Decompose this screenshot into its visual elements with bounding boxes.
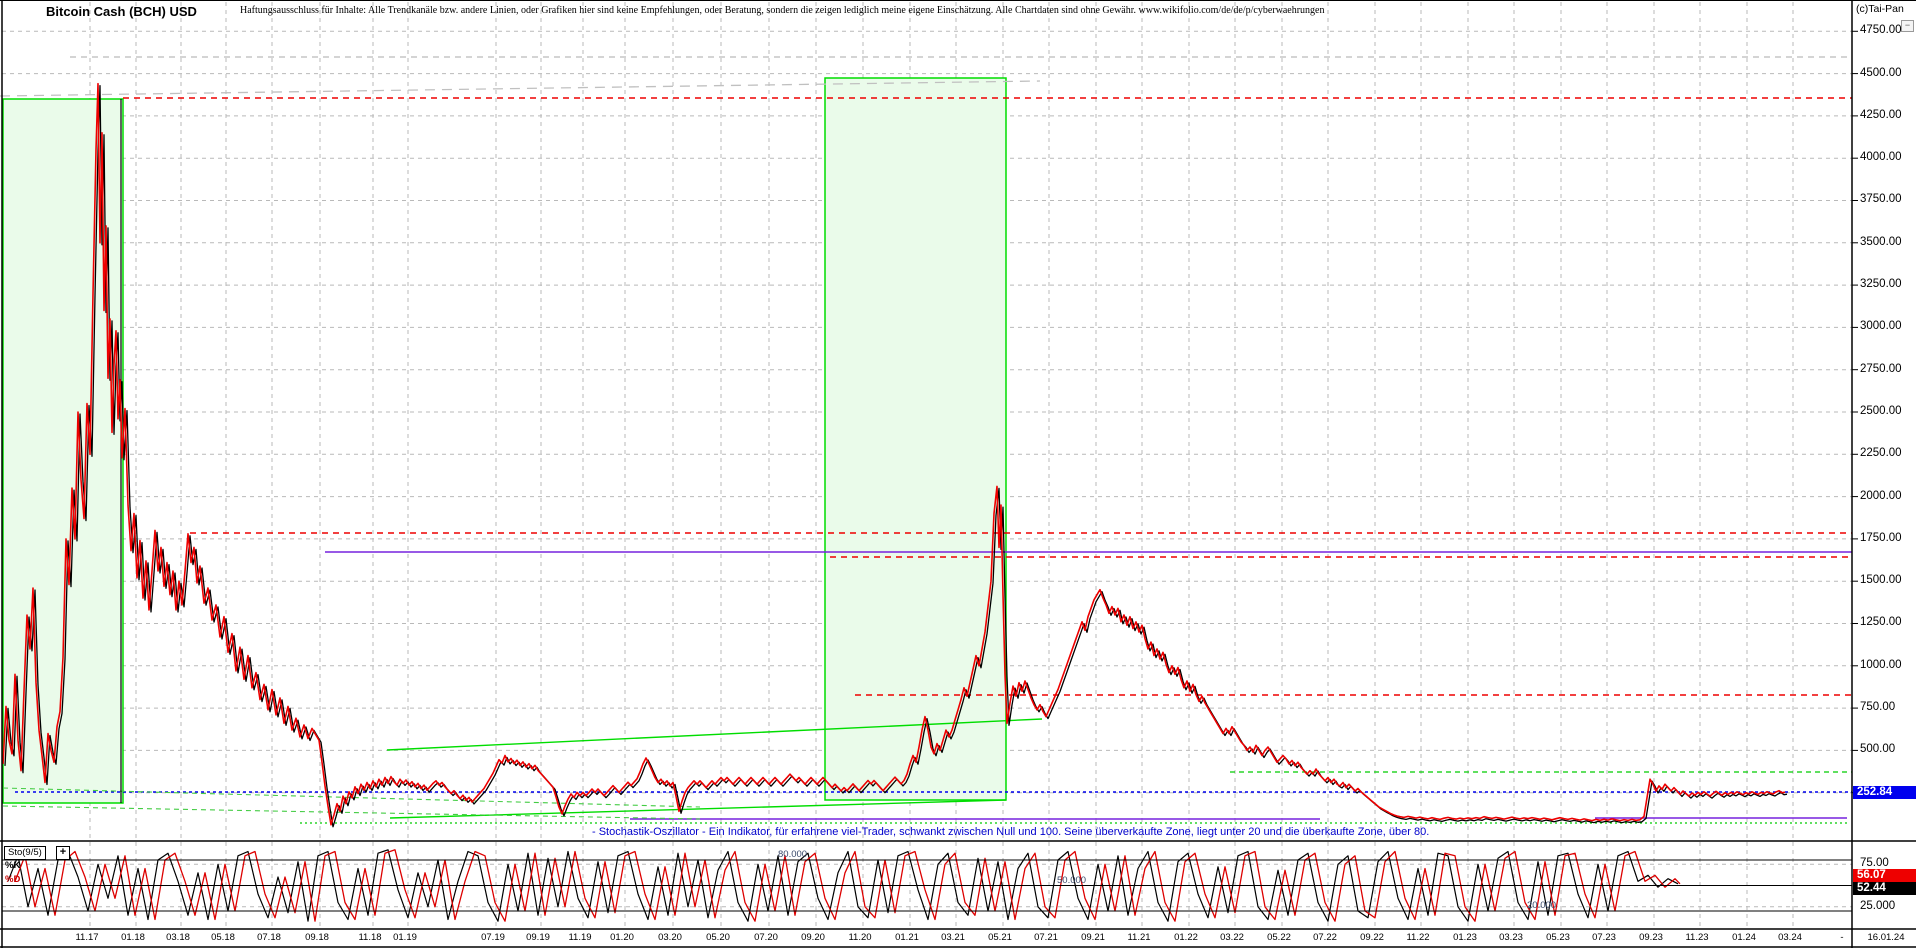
date-label: 01.19 <box>393 932 417 943</box>
date-label: 05.20 <box>706 932 730 943</box>
date-label: 03.21 <box>941 932 965 943</box>
indicator-name-box[interactable]: Sto(9/5) <box>4 846 46 860</box>
oscillator-tick-label: 75.00 <box>1860 857 1889 870</box>
green-zone-2020-2021 <box>824 77 1007 801</box>
price-line <box>2 82 1786 826</box>
date-label: 09.19 <box>526 932 550 943</box>
date-label: 05.22 <box>1267 932 1291 943</box>
date-separator: - <box>1840 932 1844 943</box>
date-label: 09.21 <box>1081 932 1105 943</box>
stochastic-d-badge: 56.07 <box>1853 869 1916 882</box>
oscillator-tick-label: 25.000 <box>1860 899 1896 912</box>
price-tick-label: 2750.00 <box>1860 362 1902 375</box>
trend-lines <box>0 56 1852 824</box>
price-series <box>2 82 1788 828</box>
date-label: 03.23 <box>1499 932 1523 943</box>
date-label: 07.18 <box>257 932 281 943</box>
expand-indicator-icon[interactable]: + <box>56 846 70 860</box>
disclaimer-text: Haftungsausschluss für Inhalte: Alle Tre… <box>240 5 1325 16</box>
price-tick-label: 500.00 <box>1860 743 1896 756</box>
price-tick-label: 4250.00 <box>1860 108 1902 121</box>
oscillator-level-label: 80.000 <box>778 849 808 860</box>
price-tick-label: 750.00 <box>1860 701 1896 714</box>
date-label: 11.17 <box>75 932 99 943</box>
copyright-label: (c)Tai-Pan <box>1856 3 1904 15</box>
stochastic-description: - Stochastik-Oszillator - Ein Indikator,… <box>592 826 1430 838</box>
price-tick-label: 1750.00 <box>1860 531 1902 544</box>
percent-k-legend: %K <box>5 860 21 871</box>
stochastic-k-badge: 52.44 <box>1853 882 1916 895</box>
green-zones <box>2 77 1007 804</box>
date-label: 07.23 <box>1592 932 1616 943</box>
date-label: 07.22 <box>1313 932 1337 943</box>
price-tick-label: 2500.00 <box>1860 404 1902 417</box>
date-label: 11.19 <box>568 932 592 943</box>
date-label: 05.21 <box>988 932 1012 943</box>
chart-as-of-date: 16.01.24 <box>1867 932 1905 943</box>
date-label: 01.18 <box>121 932 145 943</box>
current-price-badge: 252.84 <box>1853 786 1916 799</box>
price-tick-label: 2250.00 <box>1860 447 1902 460</box>
stochastic-d-line <box>14 849 1681 922</box>
price-tick-label: 1500.00 <box>1860 574 1902 587</box>
price-tick-label: 4500.00 <box>1860 66 1902 79</box>
date-label: 09.23 <box>1639 932 1663 943</box>
price-tick-label: 2000.00 <box>1860 489 1902 502</box>
stochastic-k-line <box>7 849 1679 922</box>
price-tick-label: 4750.00 <box>1860 24 1902 37</box>
date-label: 05.18 <box>211 932 235 943</box>
date-label: 07.21 <box>1034 932 1058 943</box>
date-label: 03.22 <box>1220 932 1244 943</box>
oscillator-level-label: 20.000 <box>1527 900 1557 911</box>
price-tick-label: 3750.00 <box>1860 193 1902 206</box>
price-tick-label: 1250.00 <box>1860 616 1902 629</box>
date-label: 11.18 <box>358 932 382 943</box>
price-tick-label: 4000.00 <box>1860 151 1902 164</box>
green-channel-b <box>2 805 701 820</box>
date-label: 01.23 <box>1453 932 1477 943</box>
date-label: 11.23 <box>1685 932 1709 943</box>
date-label: 03.24 <box>1778 932 1802 943</box>
date-label: 01.21 <box>895 932 919 943</box>
date-label: 01.24 <box>1732 932 1756 943</box>
oscillator-level-label: 50.000 <box>1057 874 1087 886</box>
date-label: 11.20 <box>848 932 872 943</box>
price-tick-label: 3000.00 <box>1860 320 1902 333</box>
date-label: 03.18 <box>166 932 190 943</box>
percent-d-legend: %D <box>5 874 21 885</box>
collapse-panel-icon[interactable]: − <box>1901 20 1914 32</box>
date-label: 09.22 <box>1360 932 1384 943</box>
date-label: 07.20 <box>754 932 778 943</box>
price-tick-label: 3500.00 <box>1860 235 1902 248</box>
price-tick-label: 1000.00 <box>1860 658 1902 671</box>
green-trend-upper <box>386 718 1043 751</box>
date-label: 01.20 <box>610 932 634 943</box>
date-label: 09.18 <box>305 932 329 943</box>
price-tick-label: 3250.00 <box>1860 278 1902 291</box>
date-label: 01.22 <box>1174 932 1198 943</box>
date-label: 05.23 <box>1546 932 1570 943</box>
gray-trend-slope <box>0 80 1041 97</box>
date-label: 11.22 <box>1406 932 1430 943</box>
stochastic-series <box>2 849 1852 922</box>
page-title: Bitcoin Cash (BCH) USD <box>46 4 197 19</box>
date-label: 09.20 <box>801 932 825 943</box>
date-label: 11.21 <box>1127 932 1151 943</box>
date-label: 07.19 <box>481 932 505 943</box>
date-label: 03.20 <box>658 932 682 943</box>
